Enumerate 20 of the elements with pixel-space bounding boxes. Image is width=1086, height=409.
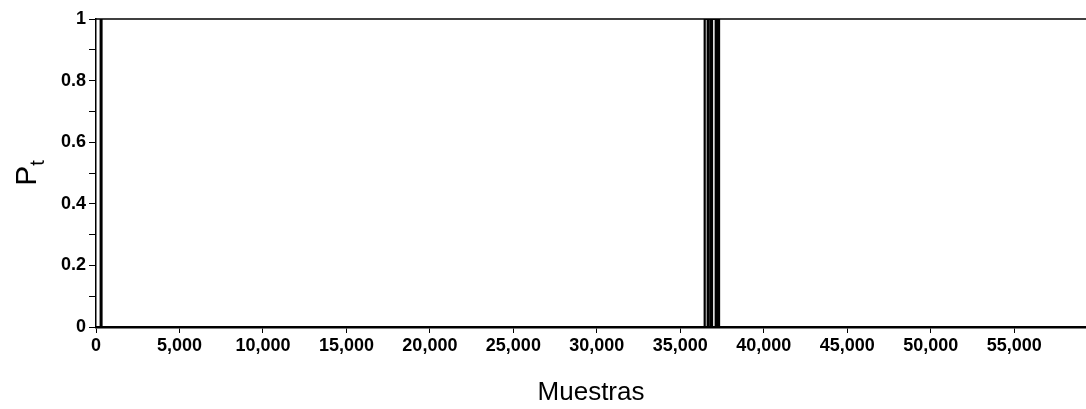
y-tick-label: 0.4 [60,192,86,213]
y-tick-label: 0.2 [60,254,86,275]
x-axis-title: Muestras [537,376,645,406]
x-tick-label: 5,000 [156,334,202,355]
x-tick-label: 30,000 [569,334,625,355]
x-tick-label: 50,000 [903,334,959,355]
y-tick-label: 1 [75,7,86,28]
x-tick-label: 35,000 [652,334,708,355]
y-tick-label: 0.8 [60,69,86,90]
y-tick-label: 0.6 [60,131,86,152]
y-axis-title: Pt [9,159,48,186]
x-tick-label: 55,000 [986,334,1042,355]
x-tick-label: 45,000 [819,334,875,355]
x-tick-label: 40,000 [736,334,792,355]
x-tick-label: 0 [90,334,102,355]
x-tick-label: 20,000 [402,334,458,355]
y-tick-label: 0 [75,315,86,336]
x-tick-label: 25,000 [485,334,541,355]
x-tick-label: 15,000 [318,334,374,355]
x-tick-label: 10,000 [235,334,291,355]
